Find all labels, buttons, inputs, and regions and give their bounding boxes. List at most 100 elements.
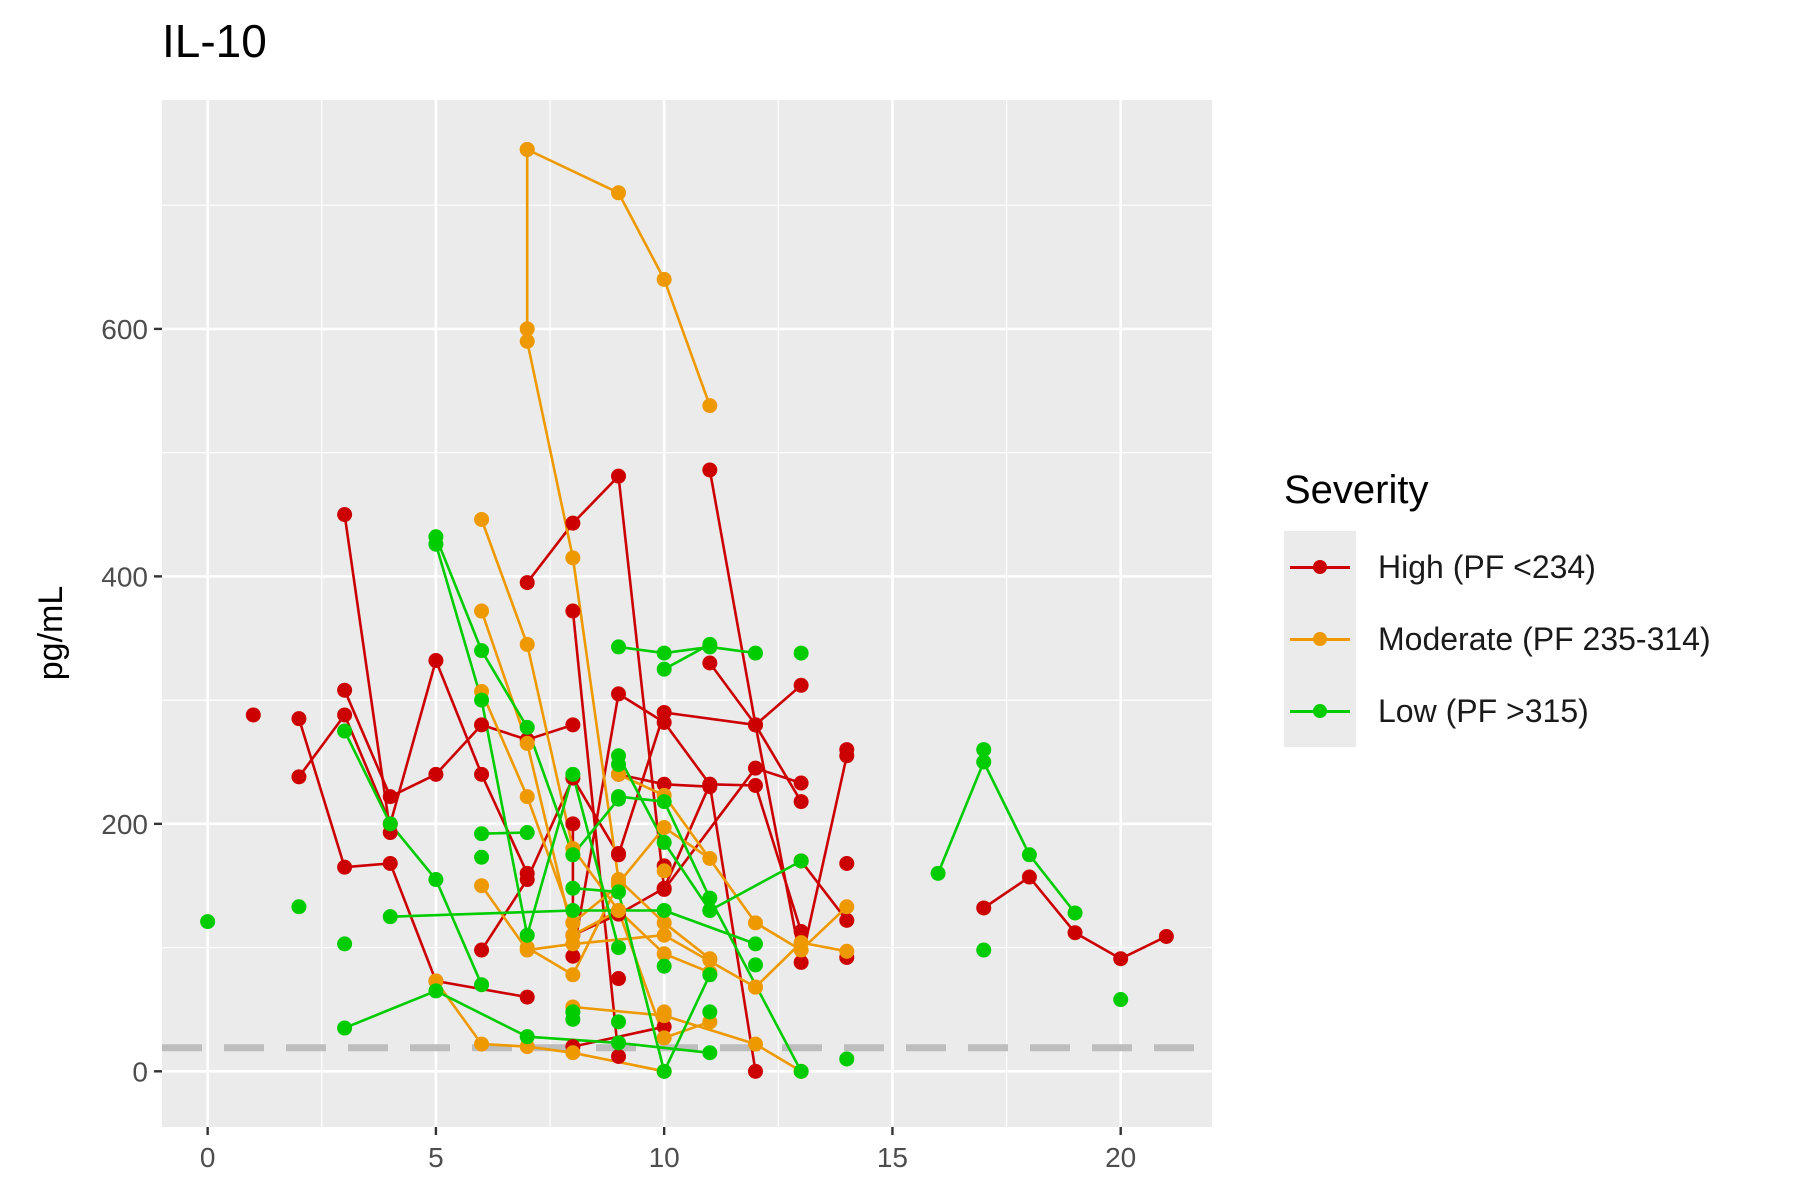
y-axis-title: pg/mL <box>32 586 70 681</box>
grid-lines <box>162 100 1236 1127</box>
data-point <box>565 936 581 952</box>
data-point <box>656 915 672 931</box>
data-point <box>611 185 627 201</box>
data-point <box>793 923 809 939</box>
data-point <box>656 1019 672 1035</box>
data-point <box>519 872 535 888</box>
data-point <box>747 936 763 952</box>
data-point <box>337 859 353 875</box>
data-point <box>474 692 490 708</box>
data-point <box>1113 951 1129 967</box>
data-point <box>565 915 581 931</box>
data-point <box>1067 905 1083 921</box>
x-tick-label: 5 <box>428 1142 444 1173</box>
data-point <box>611 1035 627 1051</box>
data-point <box>656 834 672 850</box>
data-point <box>611 902 627 918</box>
x-tick-label: 0 <box>200 1142 216 1173</box>
data-point <box>474 643 490 659</box>
data-point <box>702 902 718 918</box>
data-point <box>565 816 581 832</box>
y-tick-label: 600 <box>101 314 148 345</box>
data-point <box>565 515 581 531</box>
data-point <box>747 645 763 661</box>
data-point <box>519 1029 535 1045</box>
legend-label: Moderate (PF 235-314) <box>1378 621 1711 657</box>
data-point <box>611 940 627 956</box>
data-point <box>611 686 627 702</box>
data-point <box>382 909 398 925</box>
data-point <box>245 707 261 723</box>
data-point <box>839 742 855 758</box>
data-point <box>565 1045 581 1061</box>
data-point <box>611 1048 627 1064</box>
data-point <box>839 1051 855 1067</box>
legend: Severity High (PF <234) Moderate (PF 235-… <box>1284 468 1711 747</box>
data-point <box>519 735 535 751</box>
data-point <box>200 914 216 930</box>
data-point <box>702 850 718 866</box>
data-point <box>793 677 809 693</box>
series-line <box>571 610 620 1057</box>
data-point <box>793 954 809 970</box>
data-point <box>656 1004 672 1020</box>
data-point <box>474 511 490 527</box>
series-line <box>526 148 712 407</box>
data-point <box>747 1036 763 1052</box>
data-point <box>1113 992 1129 1008</box>
data-point <box>565 717 581 733</box>
data-point <box>382 789 398 805</box>
data-point <box>291 899 307 915</box>
data-point <box>976 942 992 958</box>
legend-key <box>1284 675 1356 747</box>
data-point <box>702 952 718 968</box>
data-point <box>656 820 672 836</box>
data-point <box>839 899 855 915</box>
legend-label: High (PF <234) <box>1378 549 1596 585</box>
data-point <box>656 946 672 962</box>
plot-panel <box>162 100 1212 1127</box>
data-point <box>702 1045 718 1061</box>
data-point <box>291 769 307 785</box>
data-point <box>702 398 718 414</box>
data-point <box>611 846 627 862</box>
series-line <box>343 689 574 798</box>
series-line <box>481 831 528 835</box>
data-point <box>747 777 763 793</box>
series-line <box>480 610 711 1040</box>
data-point <box>656 1063 672 1079</box>
x-tick-label: 15 <box>877 1142 908 1173</box>
data-point <box>428 653 444 669</box>
data-point <box>976 742 992 758</box>
data-point <box>519 333 535 349</box>
data-point <box>337 707 353 723</box>
data-point <box>1158 928 1174 944</box>
data-point <box>793 935 809 951</box>
data-point <box>611 468 627 484</box>
data-point <box>976 900 992 916</box>
data-point <box>656 661 672 677</box>
chart-title: IL-10 <box>162 15 267 67</box>
data-point <box>656 958 672 974</box>
series-line <box>572 886 711 1073</box>
data-point <box>382 855 398 871</box>
data-point <box>337 1020 353 1036</box>
data-point <box>793 794 809 810</box>
data-point <box>702 655 718 671</box>
data-point <box>839 943 855 959</box>
data-point <box>976 754 992 770</box>
legend-key <box>1284 603 1356 675</box>
data-point <box>474 603 490 619</box>
x-tick-label: 20 <box>1105 1142 1136 1173</box>
data-point <box>702 636 718 652</box>
data-point <box>611 789 627 805</box>
data-point <box>519 719 535 735</box>
data-point <box>839 855 855 871</box>
data-point <box>747 717 763 733</box>
data-point <box>611 756 627 772</box>
data-point <box>519 927 535 943</box>
data-point <box>656 902 672 918</box>
data-point <box>747 760 763 776</box>
legend-label: Low (PF >315) <box>1378 693 1589 729</box>
